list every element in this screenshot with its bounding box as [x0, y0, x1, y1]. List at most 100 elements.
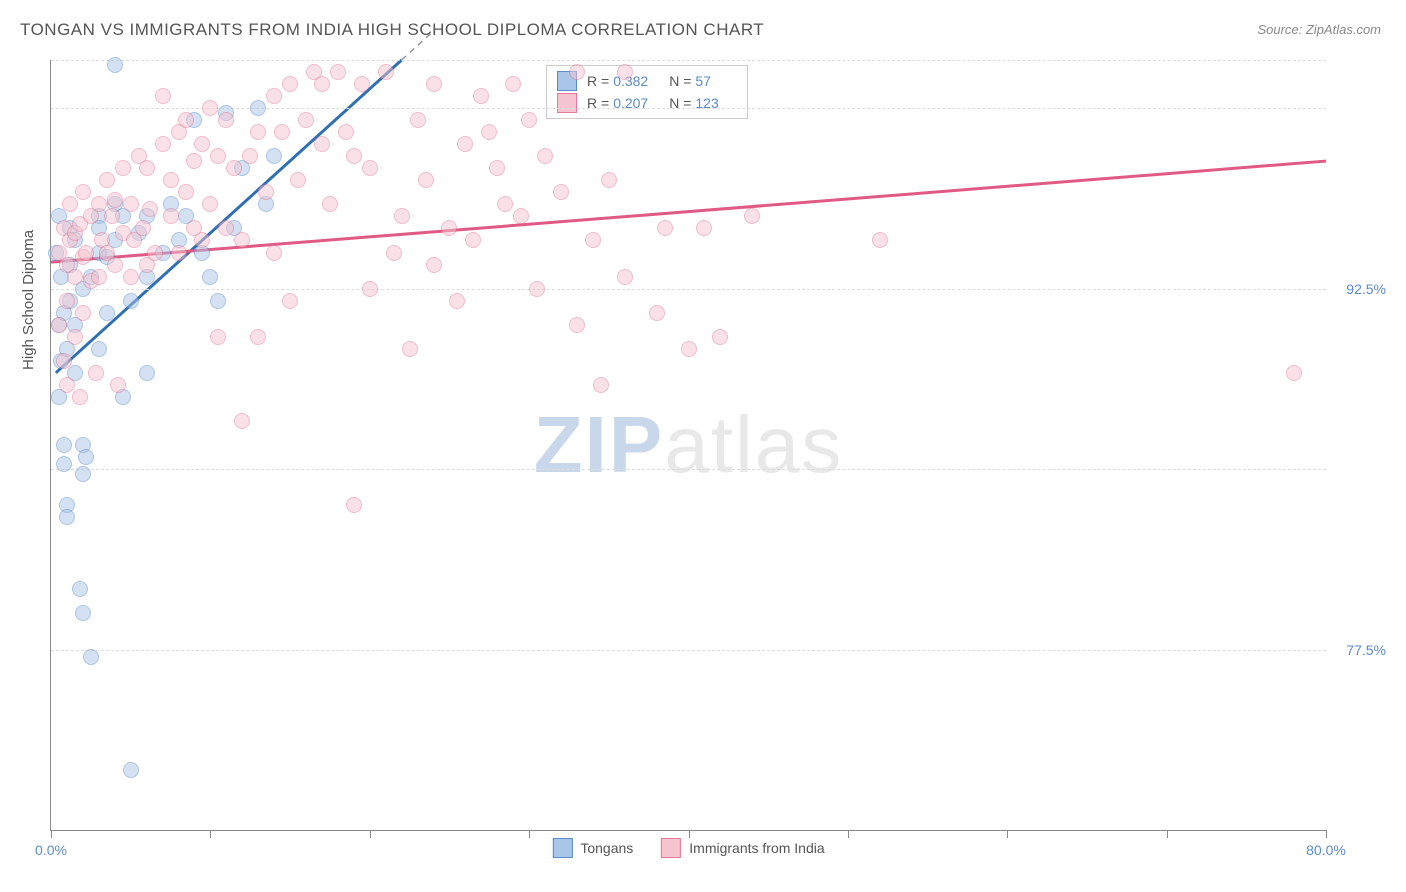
x-tick [1326, 830, 1327, 838]
scatter-point [62, 196, 78, 212]
legend-item: Immigrants from India [661, 838, 824, 858]
y-axis-label: High School Diploma [20, 230, 37, 370]
scatter-point [91, 269, 107, 285]
legend-series-name: Immigrants from India [689, 840, 824, 856]
scatter-point [99, 305, 115, 321]
scatter-point [362, 160, 378, 176]
gridline [51, 650, 1326, 651]
scatter-point [346, 148, 362, 164]
scatter-point [266, 88, 282, 104]
scatter-point [418, 172, 434, 188]
scatter-point [155, 136, 171, 152]
scatter-point [386, 245, 402, 261]
scatter-point [56, 437, 72, 453]
scatter-point [410, 112, 426, 128]
scatter-point [56, 456, 72, 472]
scatter-point [218, 220, 234, 236]
scatter-point [107, 257, 123, 273]
scatter-point [617, 64, 633, 80]
scatter-point [505, 76, 521, 92]
scatter-point [872, 232, 888, 248]
scatter-point [1286, 365, 1302, 381]
scatter-point [481, 124, 497, 140]
scatter-point [473, 88, 489, 104]
scatter-point [266, 148, 282, 164]
scatter-point [59, 509, 75, 525]
scatter-point [330, 64, 346, 80]
scatter-point [75, 184, 91, 200]
gridline [51, 289, 1326, 290]
scatter-point [186, 153, 202, 169]
scatter-point [202, 100, 218, 116]
scatter-point [51, 317, 67, 333]
x-tick [848, 830, 849, 838]
scatter-point [657, 220, 673, 236]
scatter-point [593, 377, 609, 393]
scatter-point [75, 605, 91, 621]
watermark-part1: ZIP [534, 400, 664, 489]
scatter-point [171, 245, 187, 261]
scatter-point [88, 365, 104, 381]
scatter-point [338, 124, 354, 140]
legend-item: Tongans [552, 838, 633, 858]
scatter-point [314, 76, 330, 92]
scatter-point [394, 208, 410, 224]
scatter-point [75, 305, 91, 321]
scatter-point [465, 232, 481, 248]
scatter-point [202, 269, 218, 285]
scatter-point [210, 329, 226, 345]
scatter-point [67, 329, 83, 345]
x-tick [1167, 830, 1168, 838]
scatter-point [529, 281, 545, 297]
scatter-point [83, 649, 99, 665]
scatter-point [457, 136, 473, 152]
scatter-point [194, 136, 210, 152]
legend-n-label: N = [669, 73, 691, 89]
watermark-part2: atlas [664, 400, 843, 489]
scatter-point [75, 466, 91, 482]
scatter-point [59, 377, 75, 393]
scatter-point [513, 208, 529, 224]
x-tick [689, 830, 690, 838]
scatter-point [569, 317, 585, 333]
scatter-point [163, 172, 179, 188]
scatter-point [139, 160, 155, 176]
gridline [51, 60, 1326, 61]
scatter-point [139, 365, 155, 381]
legend-swatch [661, 838, 681, 858]
scatter-point [601, 172, 617, 188]
scatter-point [104, 208, 120, 224]
scatter-point [135, 220, 151, 236]
scatter-point [298, 112, 314, 128]
scatter-point [744, 208, 760, 224]
scatter-point [681, 341, 697, 357]
scatter-point [489, 160, 505, 176]
source-attribution: Source: ZipAtlas.com [1257, 22, 1381, 37]
scatter-point [569, 64, 585, 80]
y-tick-label: 92.5% [1346, 281, 1386, 297]
legend-r-label: R = [587, 73, 609, 89]
x-tick [1007, 830, 1008, 838]
scatter-point [210, 293, 226, 309]
scatter-point [266, 245, 282, 261]
scatter-point [99, 172, 115, 188]
legend-swatch [552, 838, 572, 858]
scatter-point [242, 148, 258, 164]
gridline [51, 108, 1326, 109]
scatter-point [234, 413, 250, 429]
scatter-point [258, 184, 274, 200]
legend-series-name: Tongans [580, 840, 633, 856]
scatter-point [712, 329, 728, 345]
scatter-point [354, 76, 370, 92]
scatter-point [142, 201, 158, 217]
scatter-point [553, 184, 569, 200]
scatter-point [282, 76, 298, 92]
x-tick-label: 80.0% [1306, 842, 1346, 858]
scatter-point [178, 112, 194, 128]
x-tick [370, 830, 371, 838]
legend-swatch [557, 93, 577, 113]
scatter-point [314, 136, 330, 152]
scatter-point [194, 232, 210, 248]
scatter-point [362, 281, 378, 297]
scatter-point [91, 341, 107, 357]
